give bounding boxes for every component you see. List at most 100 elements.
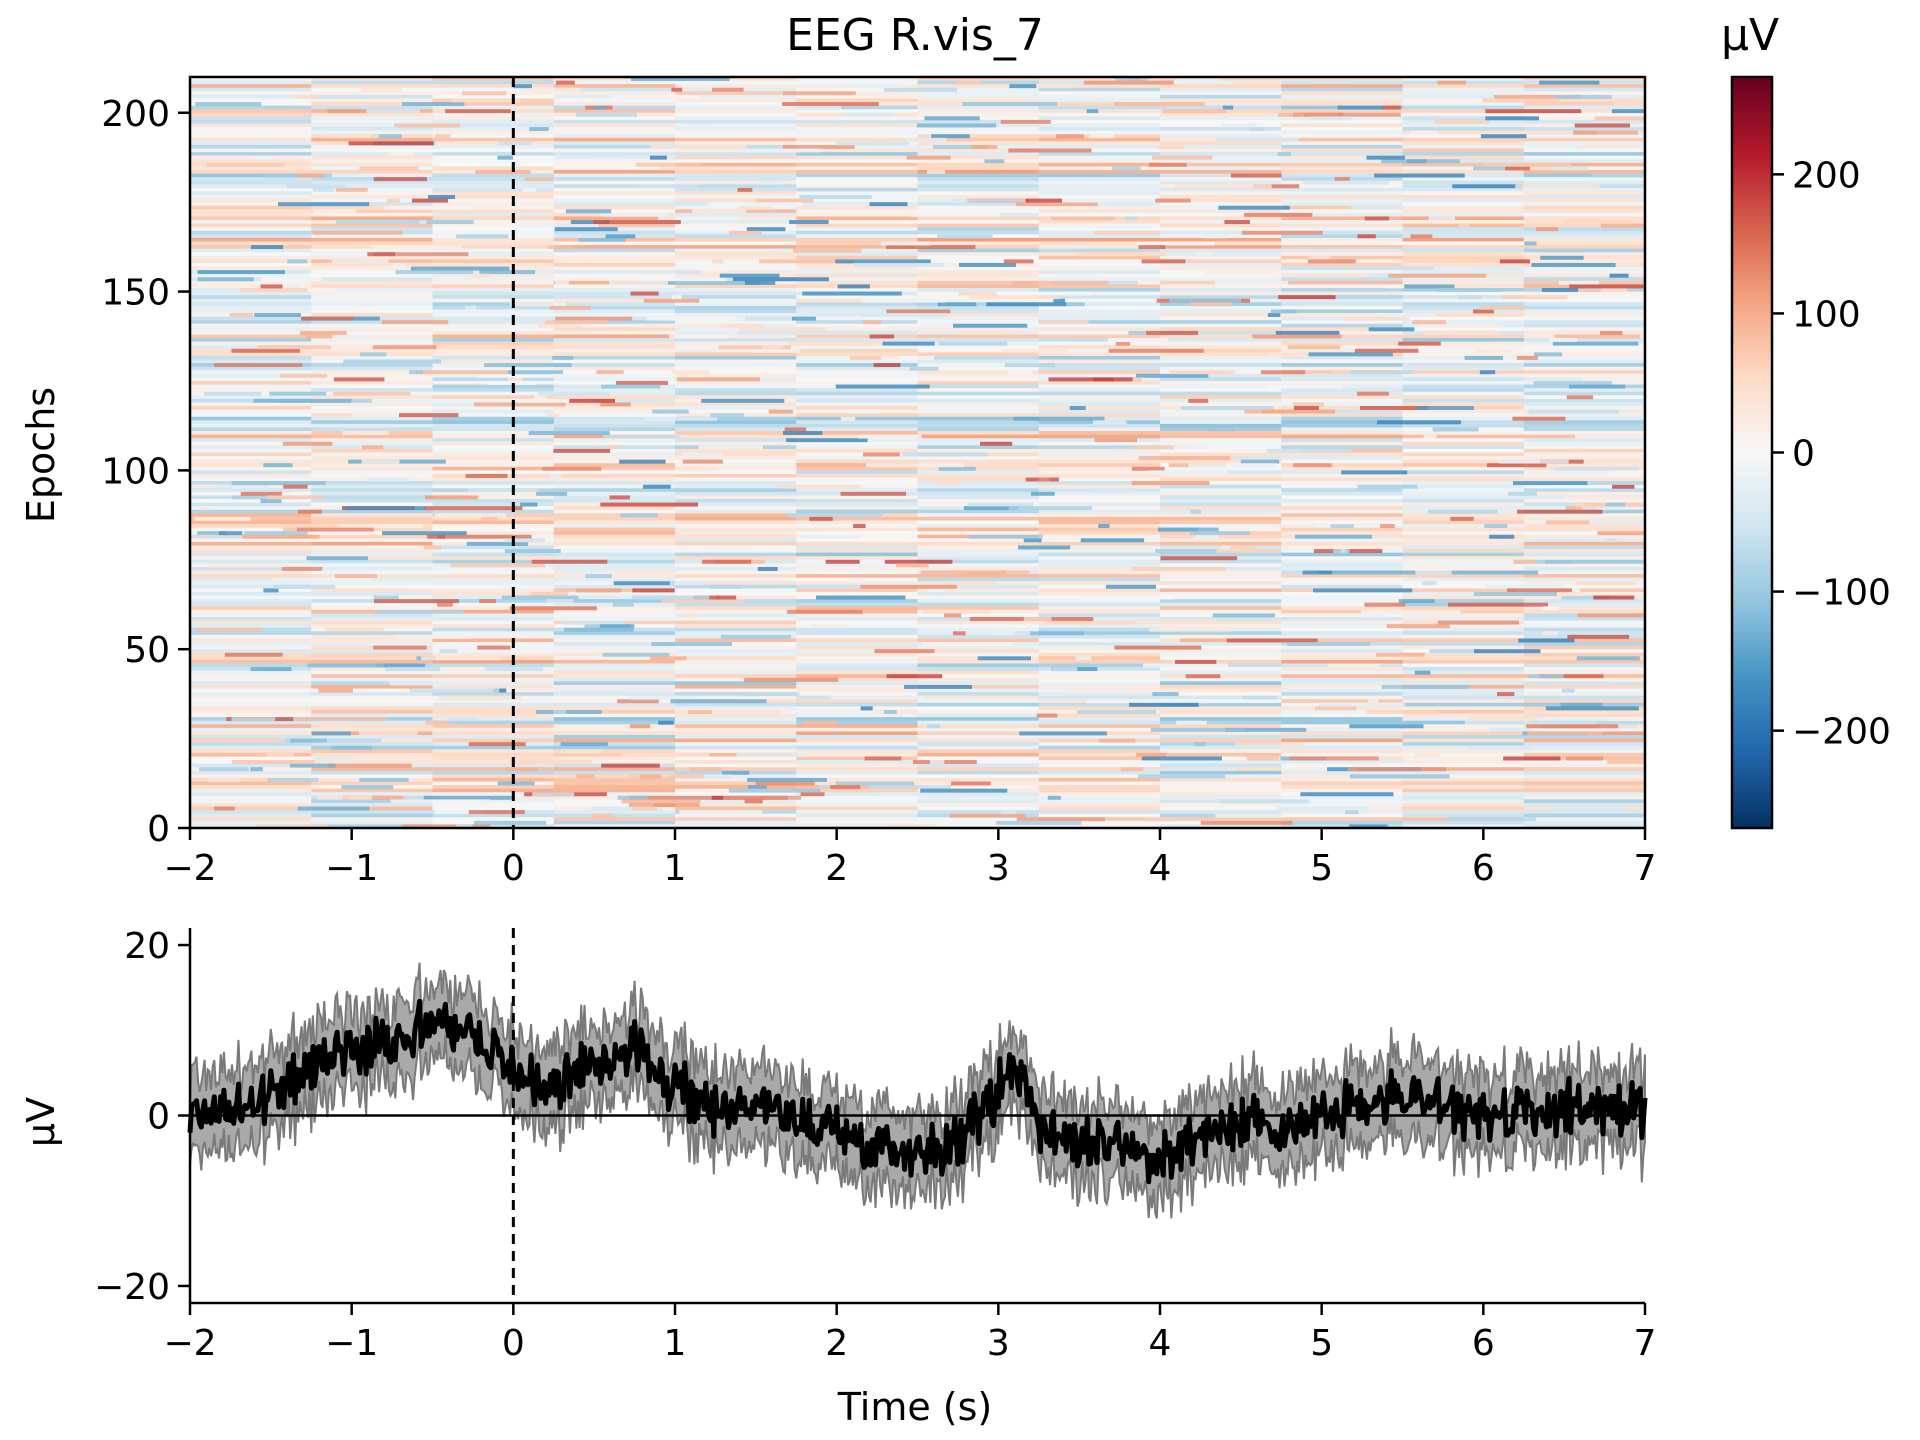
heatmap-streak xyxy=(1410,130,1438,135)
heatmap-cell xyxy=(432,252,555,257)
heatmap-cell xyxy=(917,202,1040,207)
evoked-x-tick-label: 6 xyxy=(1472,1323,1495,1364)
heatmap-cell xyxy=(190,502,312,507)
heatmap-cell xyxy=(1402,813,1525,818)
heatmap-cell xyxy=(1402,713,1525,718)
heatmap-cell xyxy=(190,241,312,246)
heatmap-streak xyxy=(910,212,1001,217)
heatmap-cell xyxy=(432,130,555,135)
heatmap-cell xyxy=(432,127,555,132)
heatmap-cell xyxy=(553,674,676,679)
heatmap-cell xyxy=(1523,792,1646,797)
heatmap-cell xyxy=(796,230,919,235)
heatmap-cell xyxy=(675,713,797,718)
heatmap-streak xyxy=(1473,591,1557,596)
heatmap-streak xyxy=(1513,559,1536,564)
heatmap-streak xyxy=(546,599,574,604)
heatmap-cell xyxy=(1523,763,1646,768)
heatmap-x-tick-label: 2 xyxy=(825,848,848,889)
heatmap-streak xyxy=(261,277,322,282)
heatmap-cell xyxy=(190,699,312,704)
heatmap-streak xyxy=(1485,109,1582,114)
heatmap-cell xyxy=(1402,438,1525,443)
heatmap-cell xyxy=(1281,667,1404,672)
heatmap-cell xyxy=(432,799,555,804)
heatmap-streak xyxy=(631,806,657,811)
heatmap-cell xyxy=(917,670,1040,675)
heatmap-cell xyxy=(1523,187,1646,193)
heatmap-cell xyxy=(1160,87,1282,92)
heatmap-cell xyxy=(432,817,555,822)
heatmap-cell xyxy=(1281,452,1404,457)
heatmap-cell xyxy=(675,538,797,543)
heatmap-streak xyxy=(208,777,240,782)
heatmap-cell xyxy=(917,348,1040,353)
heatmap-streak xyxy=(920,570,1007,575)
heatmap-cell xyxy=(1038,191,1161,196)
heatmap-cell xyxy=(917,363,1040,368)
heatmap-cell xyxy=(1038,345,1161,350)
heatmap-streak xyxy=(744,280,776,285)
heatmap-cell xyxy=(917,684,1040,690)
heatmap-cell xyxy=(311,695,434,700)
heatmap-cell xyxy=(190,813,312,818)
heatmap-cell xyxy=(553,659,676,665)
heatmap-streak xyxy=(1083,80,1174,85)
heatmap-cell xyxy=(1281,817,1404,822)
heatmap-cell xyxy=(432,459,555,464)
heatmap-cell xyxy=(917,316,1040,321)
heatmap-streak xyxy=(1300,792,1394,797)
heatmap-streak xyxy=(768,409,793,414)
heatmap-cell xyxy=(553,202,676,207)
heatmap-streak xyxy=(1278,524,1317,528)
heatmap-cell xyxy=(311,330,434,336)
heatmap-streak xyxy=(1137,241,1215,246)
heatmap-cell xyxy=(1038,162,1161,168)
heatmap-cell xyxy=(311,395,434,400)
heatmap-cell xyxy=(1160,520,1282,525)
heatmap-cell xyxy=(190,191,312,196)
heatmap-cell xyxy=(1038,609,1161,615)
heatmap-cell xyxy=(553,291,676,296)
heatmap-cell xyxy=(675,602,797,607)
heatmap-cell xyxy=(190,91,312,96)
heatmap-cell xyxy=(1038,184,1161,189)
heatmap-cell xyxy=(553,377,676,382)
heatmap-cell xyxy=(1160,692,1282,697)
heatmap-cell xyxy=(1038,820,1161,826)
heatmap-cell xyxy=(796,581,919,586)
heatmap-cell xyxy=(190,223,312,228)
heatmap-streak xyxy=(1138,245,1166,250)
heatmap-cell xyxy=(432,659,555,665)
heatmap-cell xyxy=(1038,799,1161,804)
heatmap-streak xyxy=(215,484,269,489)
heatmap-streak xyxy=(528,431,610,436)
heatmap-cell xyxy=(311,370,434,375)
heatmap-cell xyxy=(796,824,919,829)
heatmap-cell xyxy=(553,506,676,511)
heatmap-cell xyxy=(796,413,919,418)
heatmap-streak xyxy=(391,262,407,267)
heatmap-streak xyxy=(800,792,825,797)
heatmap-streak xyxy=(698,774,731,779)
heatmap-cell xyxy=(190,266,312,271)
heatmap-cell xyxy=(675,802,797,808)
heatmap-cell xyxy=(1281,398,1404,404)
heatmap-cell xyxy=(311,241,434,246)
heatmap-streak xyxy=(1600,330,1623,335)
heatmap-streak xyxy=(1540,255,1584,260)
heatmap-cell xyxy=(190,180,312,185)
heatmap-streak xyxy=(957,330,1023,335)
heatmap-streak xyxy=(331,745,372,750)
heatmap-streak xyxy=(1365,709,1438,714)
heatmap-cell xyxy=(553,155,676,160)
heatmap-cell xyxy=(1402,745,1525,750)
heatmap-cell xyxy=(432,520,555,525)
heatmap-cell xyxy=(1160,498,1282,504)
heatmap-cell xyxy=(311,291,434,296)
heatmap-cell xyxy=(675,649,797,654)
heatmap-streak xyxy=(835,259,931,264)
heatmap-cell xyxy=(190,642,312,647)
heatmap-cell xyxy=(1523,413,1646,418)
heatmap-cell xyxy=(1160,127,1282,132)
